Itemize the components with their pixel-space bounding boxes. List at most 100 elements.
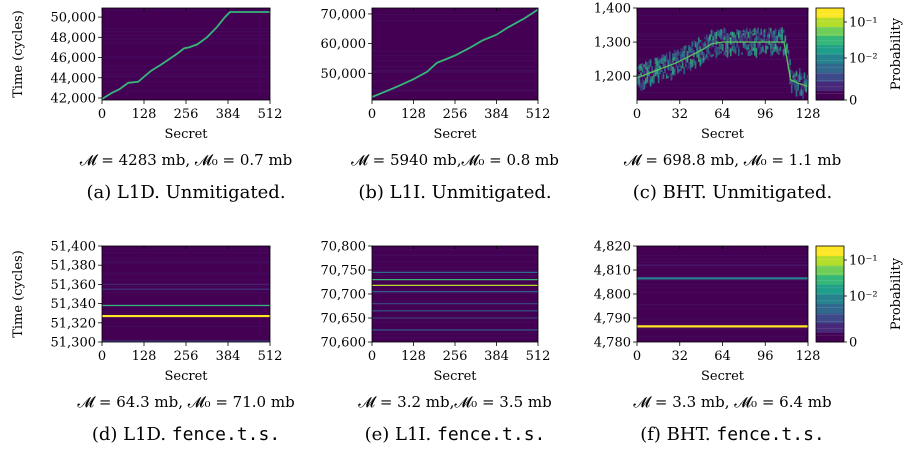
heatmap-cell [662, 72, 665, 76]
y-tick-label: 51,300 [51, 336, 97, 351]
colorbar-segment [816, 44, 844, 55]
y-tick-label: 70,600 [321, 336, 367, 351]
heatmap-cell [718, 49, 721, 55]
heatmap-cell [689, 63, 692, 68]
heatmap-cell [707, 46, 710, 55]
heatmap-cell [709, 35, 711, 40]
heatmap-cell [685, 48, 687, 56]
heatmap-cell [699, 39, 702, 43]
heatmap-cell [723, 29, 726, 33]
heatmap-cell [681, 47, 684, 52]
heatmap-cell [755, 29, 758, 38]
heatmap-cell [737, 32, 740, 38]
heatmap-cell [750, 51, 753, 56]
x-tick-label: 384 [216, 107, 241, 122]
heatmap-cell [747, 47, 750, 50]
heatmap-cell [789, 59, 791, 66]
x-tick-label: 0 [98, 107, 106, 122]
colorbar-label: Probability [889, 257, 904, 330]
heatmap-cell [757, 41, 759, 48]
metric-label: 𝓜 = 64.3 mb, 𝓜₀ = 71.0 mb [77, 393, 294, 411]
x-tick-label: 512 [258, 107, 283, 122]
heatmap-cell [803, 86, 806, 91]
heatmap-band [637, 27, 809, 100]
heatmap-cell [717, 40, 719, 44]
heatmap-cell [746, 47, 748, 51]
heatmap-cell [710, 53, 713, 56]
heatmap-background [637, 246, 808, 342]
x-tick-label: 128 [132, 349, 157, 364]
colorbar-tick-label: 10⁻² [849, 290, 878, 305]
heatmap-cell [661, 54, 663, 62]
heatmap-cell [798, 90, 801, 97]
caption: (e) L1I. fence.t.s. [365, 424, 546, 445]
heatmap-cell [760, 48, 763, 52]
heatmap-cell [762, 39, 764, 42]
heatmap-cell [680, 47, 682, 51]
heatmap-cell [673, 49, 676, 56]
heatmap-cell [760, 28, 763, 36]
heatmap-cell [721, 43, 724, 47]
heatmap-cell [750, 42, 753, 50]
heatmap-cell [705, 53, 708, 59]
x-tick-label: 128 [796, 349, 821, 364]
y-tick-label: 60,000 [321, 37, 367, 52]
heatmap-cell [770, 51, 772, 57]
heatmap-cell [661, 74, 663, 81]
heatmap-cell [729, 48, 732, 57]
y-tick-label: 4,790 [594, 312, 631, 327]
heatmap-cell [641, 63, 644, 70]
x-axis-title: Secret [164, 127, 208, 142]
y-tick-label: 51,340 [51, 297, 97, 312]
heatmap-cell [754, 27, 756, 35]
heatmap-cell [713, 36, 716, 43]
heatmap-cell [704, 54, 706, 57]
heatmap-cell [645, 80, 647, 88]
heatmap-cell [771, 42, 774, 50]
heatmap-cell [683, 67, 686, 75]
heatmap-cell [657, 69, 660, 78]
heatmap-cell [755, 35, 758, 42]
heatmap-background [637, 8, 808, 100]
heatmap-cell [712, 54, 714, 57]
heatmap-cell [725, 41, 727, 49]
heatmap-background [102, 246, 270, 342]
heatmap-cell [717, 49, 719, 53]
panel-b: 0 128 256 384 512 50,000 60,000 70,000 Secret 𝓜 =… [321, 7, 559, 203]
heatmap-cell [742, 29, 745, 33]
y-tick-label: 70,800 [321, 240, 367, 255]
y-tick-label: 51,380 [51, 259, 97, 274]
y-tick-label: 4,800 [594, 288, 631, 303]
heatmap-cell [701, 39, 703, 47]
heatmap-cell [653, 71, 655, 77]
heatmap-cell [779, 46, 782, 52]
caption: (c) BHT. Unmitigated. [633, 182, 833, 203]
heatmap-cell [678, 69, 681, 73]
caption: (f) BHT. fence.t.s. [640, 424, 825, 445]
panel-c: 0 32 64 96 128 1,200 1,300 1,400 Secret 10⁻¹ 10⁻² 0… [594, 2, 904, 204]
caption-code: fence.t.s. [172, 424, 280, 445]
heatmap-cell [723, 36, 726, 41]
heatmap-cell [802, 89, 804, 97]
heatmap-cell [672, 53, 674, 61]
heatmap-cell [750, 30, 753, 34]
heatmap-cell [662, 63, 665, 68]
heatmap-cell [755, 49, 758, 58]
heatmap-cell [673, 69, 676, 73]
heatmap-cell [741, 30, 743, 36]
heatmap-cell [747, 44, 750, 50]
colorbar-segment [816, 246, 844, 257]
heatmap-cell [680, 49, 682, 56]
panel-e: 0 128 256 384 512 70,600 70,650 70,700 70,750 70,… [321, 240, 552, 446]
heatmap-cell [710, 30, 713, 38]
colorbar-tick-label: 10⁻¹ [849, 16, 878, 31]
heatmap-cell [795, 85, 798, 94]
heatmap-cell [720, 34, 722, 40]
heatmap-cell [670, 63, 673, 72]
caption-code: fence.t.s. [716, 424, 824, 445]
x-tick-label: 384 [484, 107, 509, 122]
heatmap-cell [741, 52, 743, 55]
heatmap-cell [685, 58, 687, 62]
x-tick-label: 128 [401, 349, 426, 364]
colorbar-segment [816, 90, 844, 101]
